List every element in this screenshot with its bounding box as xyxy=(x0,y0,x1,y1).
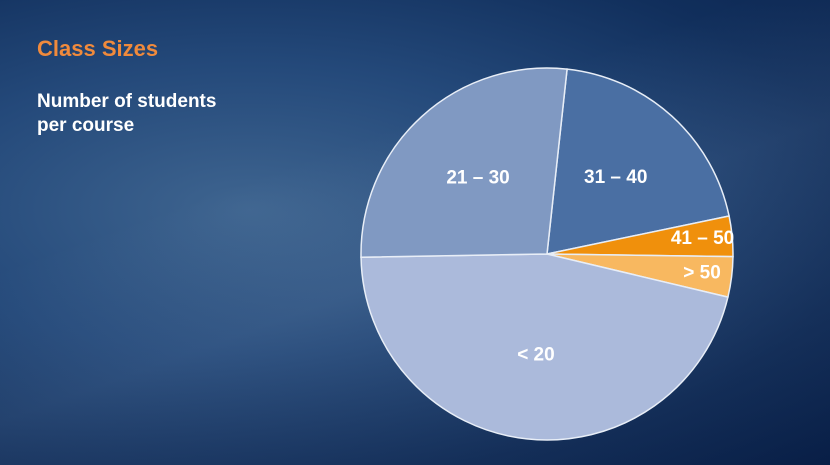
chart-title: Class Sizes xyxy=(37,36,159,61)
slice-label: 31 – 40 xyxy=(584,167,647,188)
slice-label: 41 – 50 xyxy=(671,228,734,249)
pie-slice xyxy=(360,67,568,259)
pie-slice xyxy=(546,68,730,255)
slice-label: < 20 xyxy=(517,345,555,366)
chart-subtitle: Number of students per course xyxy=(37,91,217,136)
pie-slice xyxy=(360,253,729,441)
slice-label: 21 – 30 xyxy=(446,167,509,188)
slice-label: > 50 xyxy=(683,262,721,283)
